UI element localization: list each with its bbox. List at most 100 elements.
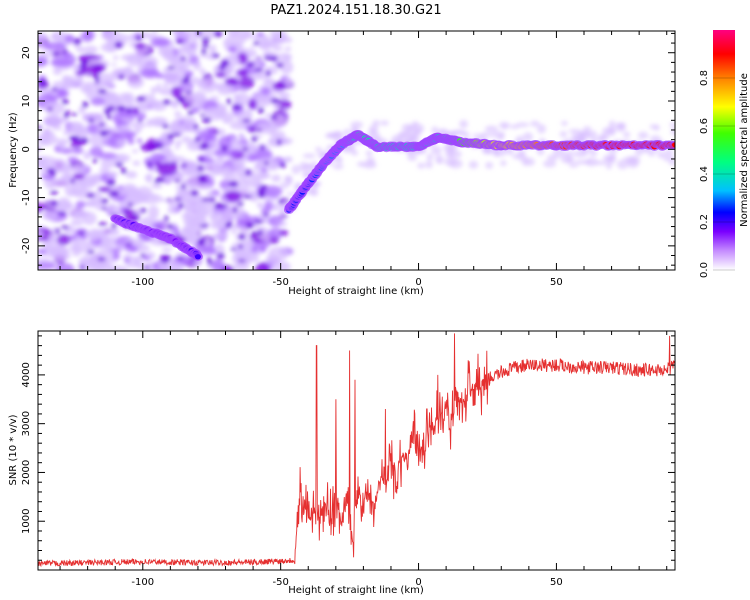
halo-blob <box>622 131 631 138</box>
noise-blob <box>147 205 159 219</box>
noise-blob <box>123 258 130 263</box>
halo-blob <box>616 159 629 170</box>
noise-blob <box>67 156 79 163</box>
ridge-marks <box>110 130 675 261</box>
noise-blob <box>111 62 117 67</box>
noise-dot <box>190 190 199 196</box>
halo-blob <box>561 120 568 126</box>
noise-blob <box>282 78 294 86</box>
noise-blob <box>185 235 199 246</box>
noise-blob <box>271 203 280 211</box>
noise-dot <box>198 156 205 162</box>
halo-blob <box>279 182 290 189</box>
halo-blob <box>506 149 515 156</box>
noise-blob <box>221 265 234 270</box>
halo-blob <box>430 145 442 155</box>
noise-dot <box>38 125 42 130</box>
halo-blob <box>448 150 462 159</box>
noise-blob <box>48 234 54 241</box>
noise-dot <box>175 39 184 44</box>
noise-blob <box>186 140 202 151</box>
noise-dot <box>245 222 255 228</box>
noise-blob <box>43 128 50 134</box>
noise-dot <box>111 222 116 230</box>
halo-blob <box>669 122 675 128</box>
colorbar-ticks: 0.0 0.2 0.4 0.6 0.8 <box>699 70 735 278</box>
noise-blob <box>172 66 188 74</box>
halo-blob <box>351 150 359 156</box>
noise-dot <box>276 62 284 68</box>
noise-blob <box>85 74 91 78</box>
noise-blob <box>250 44 257 48</box>
noise-blob <box>148 101 161 109</box>
noise-blob <box>279 60 294 75</box>
noise-dot <box>154 142 164 149</box>
halo-blob <box>565 156 575 164</box>
noise-blob <box>140 68 160 79</box>
x-tick-label: -50 <box>272 277 288 288</box>
halo-blob <box>536 123 546 134</box>
noise-dot <box>242 147 249 151</box>
noise-dot <box>106 179 116 186</box>
noise-blob <box>222 197 228 202</box>
noise-blob <box>256 32 265 37</box>
halo-blob <box>302 153 316 159</box>
noise-dot <box>130 215 138 219</box>
noise-blob <box>145 32 157 40</box>
noise-blob <box>83 45 98 54</box>
halo-blob <box>634 148 644 156</box>
noise-blob <box>113 55 119 60</box>
colorbar-tick-label: 0.0 <box>699 262 710 278</box>
noise-blob <box>282 113 290 117</box>
noise-blob <box>70 219 84 226</box>
noise-dot <box>201 42 210 48</box>
noise-dot <box>246 61 255 68</box>
noise-blob <box>131 121 146 129</box>
noise-dot <box>93 75 100 80</box>
noise-blob <box>259 203 264 208</box>
noise-blob <box>184 87 192 92</box>
halo-blob <box>618 122 625 130</box>
noise-dot <box>249 126 254 130</box>
noise-dot <box>263 55 273 61</box>
noise-blob <box>100 159 117 168</box>
colorbar-tick-label: 0.4 <box>699 166 710 182</box>
noise-blob <box>161 198 166 202</box>
noise-blob <box>127 76 144 89</box>
noise-dot <box>162 124 169 129</box>
noise-blob <box>126 101 132 106</box>
noise-dot <box>200 113 205 117</box>
noise-blob <box>284 46 292 52</box>
noise-blob <box>71 164 85 177</box>
noise-blob <box>169 121 184 135</box>
noise-blob <box>222 119 230 124</box>
noise-blob <box>91 174 100 181</box>
halo-blob <box>530 120 540 127</box>
noise-dot <box>140 253 145 258</box>
noise-dot <box>201 48 207 55</box>
noise-blob <box>124 66 133 75</box>
noise-blob <box>161 247 173 252</box>
halo-blob <box>500 160 507 167</box>
noise-dot <box>49 172 57 176</box>
noise-blob <box>136 112 147 121</box>
noise-blob <box>121 124 128 132</box>
noise-blob <box>73 212 81 217</box>
noise-dot <box>49 190 59 195</box>
noise-dot <box>92 158 98 164</box>
noise-blob <box>264 112 273 118</box>
x-tick-label: 50 <box>550 277 563 288</box>
noise-dot <box>253 219 264 224</box>
halo-blob <box>627 155 641 165</box>
noise-dot <box>257 191 266 198</box>
plot-frame <box>37 30 676 271</box>
noise-blob <box>62 130 72 136</box>
noise-blob <box>181 42 191 51</box>
noise-dot <box>201 117 212 124</box>
noise-dot <box>97 88 107 94</box>
noise-blob <box>41 210 58 221</box>
noise-blob <box>76 70 85 76</box>
noise-blob <box>96 55 104 60</box>
noise-dot <box>101 198 109 204</box>
noise-blob <box>211 258 225 270</box>
